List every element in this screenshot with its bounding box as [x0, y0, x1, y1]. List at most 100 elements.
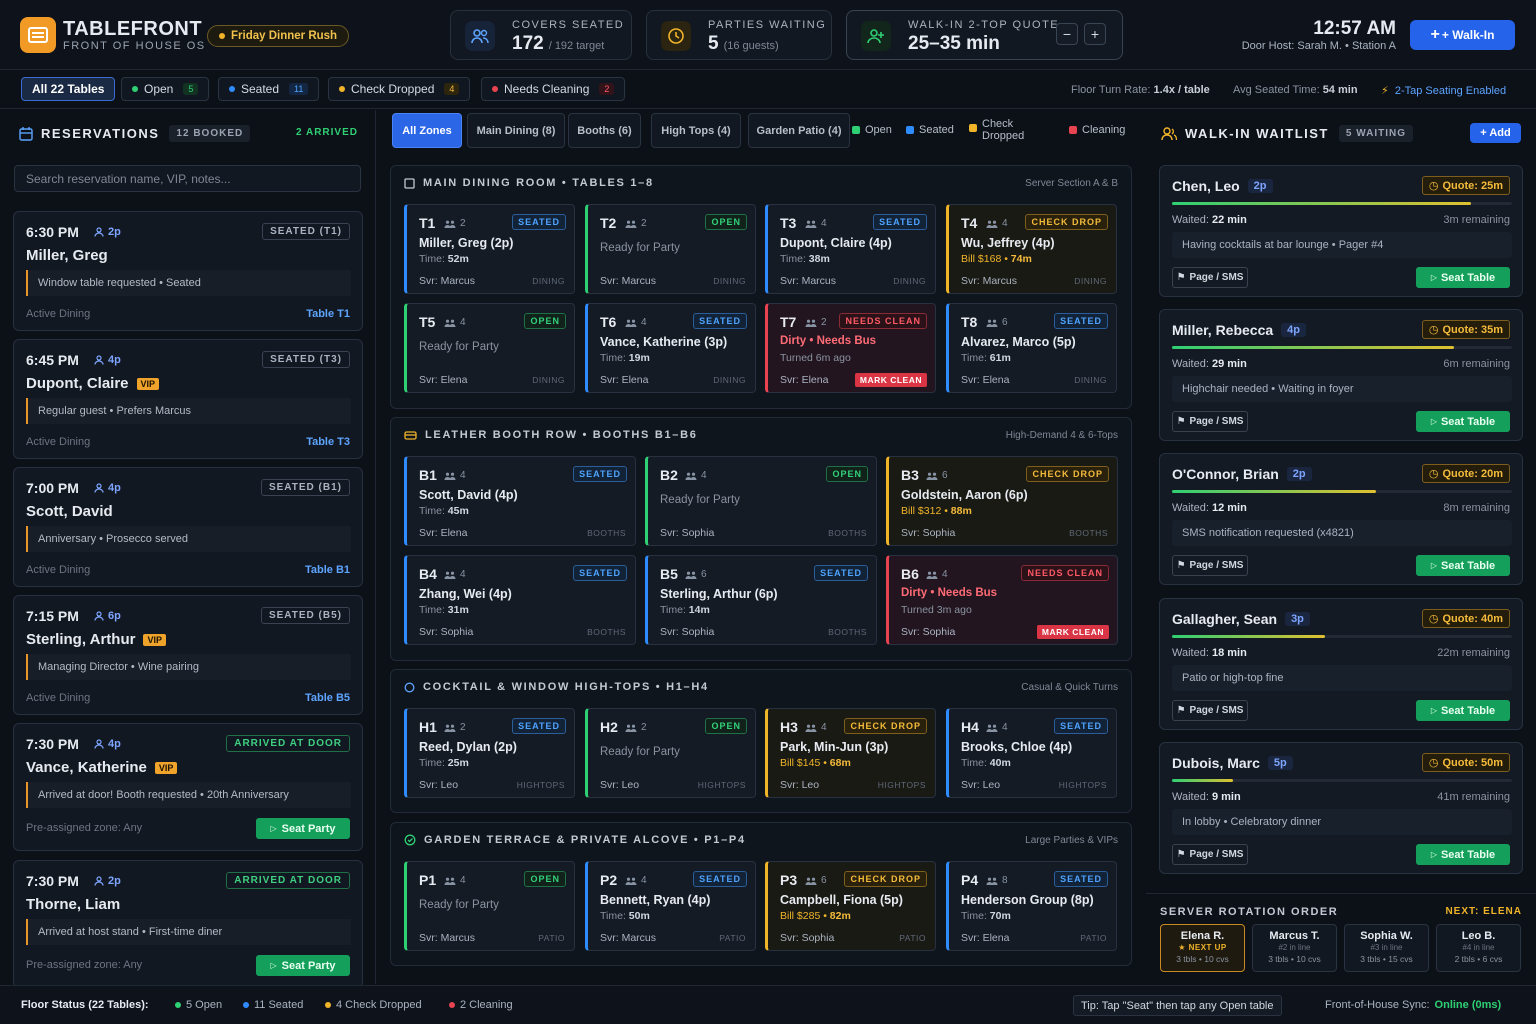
turned-time: Turned 6m ago — [780, 352, 851, 364]
legend-open: Open — [852, 124, 892, 136]
quote-increase-button[interactable]: + — [1084, 23, 1106, 45]
filter-seated[interactable]: Seated 11 — [218, 77, 320, 101]
reservation-card[interactable]: 7:30 PM 2p ARRIVED AT DOOR Thorne, Liam Arri… — [13, 860, 363, 988]
page-sms-button[interactable]: ⚑ Page / SMS — [1172, 700, 1248, 721]
table-card[interactable]: B1 4 SEATED Scott, David (4p) Time: 45m Svr: … — [404, 456, 636, 546]
reservation-card[interactable]: 7:00 PM 4p SEATED (B1) Scott, David Annivers… — [13, 467, 363, 587]
table-card[interactable]: P3 6 CHECK DROP Campbell, Fiona (5p) Bill $2… — [765, 861, 936, 951]
table-card[interactable]: T3 4 SEATED Dupont, Claire (4p) Time: 38m Svr… — [765, 204, 936, 294]
guest-name: Thorne, Liam — [26, 896, 121, 913]
table-card[interactable]: T7 2 NEEDS CLEAN Dirty • Needs Bus Turned 6m… — [765, 303, 936, 393]
zone-tab[interactable]: High Tops (4) — [651, 113, 741, 148]
table-card[interactable]: T4 4 CHECK DROP Wu, Jeffrey (4p) Bill $168 •… — [946, 204, 1117, 294]
seat-table-button[interactable]: ▷ Seat Table — [1416, 555, 1510, 576]
reservation-card[interactable]: 6:45 PM 4p SEATED (T3) Dupont, Claire VIP Reg… — [13, 339, 363, 459]
seats-icon — [986, 877, 998, 885]
page-sms-button[interactable]: ⚑ Page / SMS — [1172, 267, 1248, 288]
zone-tab[interactable]: Booths (6) — [568, 113, 641, 148]
square-icon — [404, 177, 415, 189]
waitlist-card[interactable]: O'Connor, Brian 2p ◷ Quote: 20m Waited: 12 m… — [1159, 453, 1523, 585]
seat-table-button[interactable]: ▷ Seat Table — [1416, 844, 1510, 865]
filter-all-tables[interactable]: All 22 Tables — [21, 77, 116, 101]
section-note: Casual & Quick Turns — [1021, 682, 1118, 693]
waitlist-name-row: Gallagher, Sean 3p — [1172, 611, 1310, 627]
table-card[interactable]: B5 6 SEATED Sterling, Arthur (6p) Time: 14m S… — [645, 555, 877, 645]
reservation-note: Regular guest • Prefers Marcus — [26, 398, 351, 424]
waitlist-name: Gallagher, Sean — [1172, 611, 1278, 627]
table-link[interactable]: Table B5 — [304, 692, 350, 704]
server-rotation-card[interactable]: Leo B. #4 in line 2 tbls • 6 cvs — [1436, 924, 1521, 972]
table-link[interactable]: Table T3 — [306, 436, 350, 448]
time-label: Bill $285 — [780, 910, 821, 922]
capacity-value: 4 — [641, 317, 647, 328]
table-card[interactable]: P1 4 OPEN Ready for Party Svr: Marcus PATIO — [404, 861, 575, 951]
table-card[interactable]: H3 4 CHECK DROP Park, Min-Jun (3p) Bill $145… — [765, 708, 936, 798]
zone-label: DINING — [1074, 375, 1107, 385]
table-card[interactable]: T6 4 SEATED Vance, Katherine (3p) Time: 19m S… — [585, 303, 756, 393]
time-value: 38m — [808, 253, 830, 265]
server-rotation-card[interactable]: Marcus T. #2 in line 3 tbls • 10 cvs — [1252, 924, 1337, 972]
table-card[interactable]: P2 4 SEATED Bennett, Ryan (4p) Time: 50m Svr:… — [585, 861, 756, 951]
zone-tab-label: Main Dining (8) — [476, 124, 556, 137]
waited-time: Waited: 18 min — [1172, 647, 1247, 659]
reservation-card[interactable]: 7:30 PM 4p ARRIVED AT DOOR Vance, Katherine… — [13, 723, 363, 851]
seat-table-button[interactable]: ▷ Seat Table — [1416, 267, 1510, 288]
table-card[interactable]: H4 4 SEATED Brooks, Chloe (4p) Time: 40m Svr:… — [946, 708, 1117, 798]
seat-table-button[interactable]: ▷ Seat Table — [1416, 700, 1510, 721]
seat-party-button[interactable]: ▷ Seat Party — [256, 818, 350, 839]
zone-label: PATIO — [1080, 933, 1107, 943]
table-card[interactable]: P4 8 SEATED Henderson Group (8p) Time: 70m Sv… — [946, 861, 1117, 951]
mark-clean-button[interactable]: MARK CLEAN — [1036, 625, 1109, 639]
add-user-icon — [861, 21, 891, 51]
waitlist-party: 4p — [1281, 323, 1307, 337]
filter-needs-cleaning[interactable]: Needs Cleaning 2 — [481, 77, 626, 101]
page-sms-button[interactable]: ⚑ Page / SMS — [1172, 844, 1248, 865]
table-card[interactable]: T5 4 OPEN Ready for Party Svr: Elena DINING — [404, 303, 575, 393]
add-walk-in-button[interactable]: + + Walk-In — [1410, 20, 1515, 50]
page-sms-button[interactable]: ⚑ Page / SMS — [1172, 411, 1248, 432]
remaining-time: 6m remaining — [1443, 358, 1510, 370]
table-link[interactable]: Table B1 — [304, 564, 350, 576]
capacity-value: 6 — [942, 470, 948, 481]
add-waitlist-button[interactable]: + Add — [1470, 123, 1521, 143]
play-icon: ▷ — [1430, 706, 1437, 715]
service-period-badge[interactable]: Friday Dinner Rush — [207, 25, 350, 47]
flag-icon: ⚑ — [1176, 416, 1186, 427]
table-card[interactable]: H1 2 SEATED Reed, Dylan (2p) Time: 25m Svr: L… — [404, 708, 575, 798]
play-icon: ▷ — [1430, 417, 1437, 426]
table-card[interactable]: B3 6 CHECK DROP Goldstein, Aaron (6p) Bill $… — [886, 456, 1118, 546]
waitlist-card[interactable]: Miller, Rebecca 4p ◷ Quote: 35m Waited: 29 m… — [1159, 309, 1523, 441]
reservation-search-input[interactable]: Search reservation name, VIP, notes... — [14, 165, 361, 192]
table-card[interactable]: B2 4 OPEN Ready for Party Svr: Sophia BOOTHS — [645, 456, 877, 546]
seat-party-button[interactable]: ▷ Seat Party — [256, 955, 350, 976]
table-capacity: 4 — [986, 218, 1008, 229]
reservation-card[interactable]: 7:15 PM 6p SEATED (B5) Sterling, Arthur VIP M… — [13, 595, 363, 715]
table-link[interactable]: Table T1 — [306, 308, 350, 320]
quote-badge: ◷ Quote: 50m — [1421, 753, 1510, 772]
table-card[interactable]: T8 6 SEATED Alvarez, Marco (5p) Time: 61m Svr… — [946, 303, 1117, 393]
table-card[interactable]: B6 4 NEEDS CLEAN Dirty • Needs Bus Turned 3m… — [886, 555, 1118, 645]
page-sms-button[interactable]: ⚑ Page / SMS — [1172, 555, 1248, 576]
reservation-card[interactable]: 6:30 PM 2p SEATED (T1) Miller, Greg Window t… — [13, 211, 363, 331]
waitlist-card[interactable]: Chen, Leo 2p ◷ Quote: 25m Waited: 22 min 3m r… — [1159, 165, 1523, 297]
capacity-value: 2 — [460, 722, 466, 733]
table-capacity: 2 — [444, 722, 466, 733]
table-card[interactable]: H2 2 OPEN Ready for Party Svr: Leo HIGHTOPS — [585, 708, 756, 798]
time-label: Time: — [600, 910, 626, 922]
waitlist-card[interactable]: Dubois, Marc 5p ◷ Quote: 50m Waited: 9 min 41… — [1159, 742, 1523, 874]
waitlist-card[interactable]: Gallagher, Sean 3p ◷ Quote: 40m Waited: 18 m… — [1159, 598, 1523, 730]
filter-check-dropped[interactable]: Check Dropped 4 — [328, 77, 471, 101]
zone-tab[interactable]: Main Dining (8) — [467, 113, 565, 148]
server-rotation-card[interactable]: Elena R. ★ NEXT UP 3 tbls • 10 cvs — [1160, 924, 1245, 972]
mark-clean-button[interactable]: MARK CLEAN — [854, 373, 927, 387]
table-card[interactable]: B4 4 SEATED Zhang, Wei (4p) Time: 31m Svr: So… — [404, 555, 636, 645]
zone-tab[interactable]: All Zones — [392, 113, 462, 148]
footer-check: 4 Check Dropped — [325, 999, 422, 1011]
seat-table-button[interactable]: ▷ Seat Table — [1416, 411, 1510, 432]
quote-decrease-button[interactable]: − — [1056, 23, 1078, 45]
table-card[interactable]: T2 2 OPEN Ready for Party Svr: Marcus DINING — [585, 204, 756, 294]
table-card[interactable]: T1 2 SEATED Miller, Greg (2p) Time: 52m Svr: … — [404, 204, 575, 294]
server-rotation-card[interactable]: Sophia W. #3 in line 3 tbls • 15 cvs — [1344, 924, 1429, 972]
filter-open[interactable]: Open 5 — [121, 77, 210, 101]
zone-tab[interactable]: Garden Patio (4) — [748, 113, 850, 148]
